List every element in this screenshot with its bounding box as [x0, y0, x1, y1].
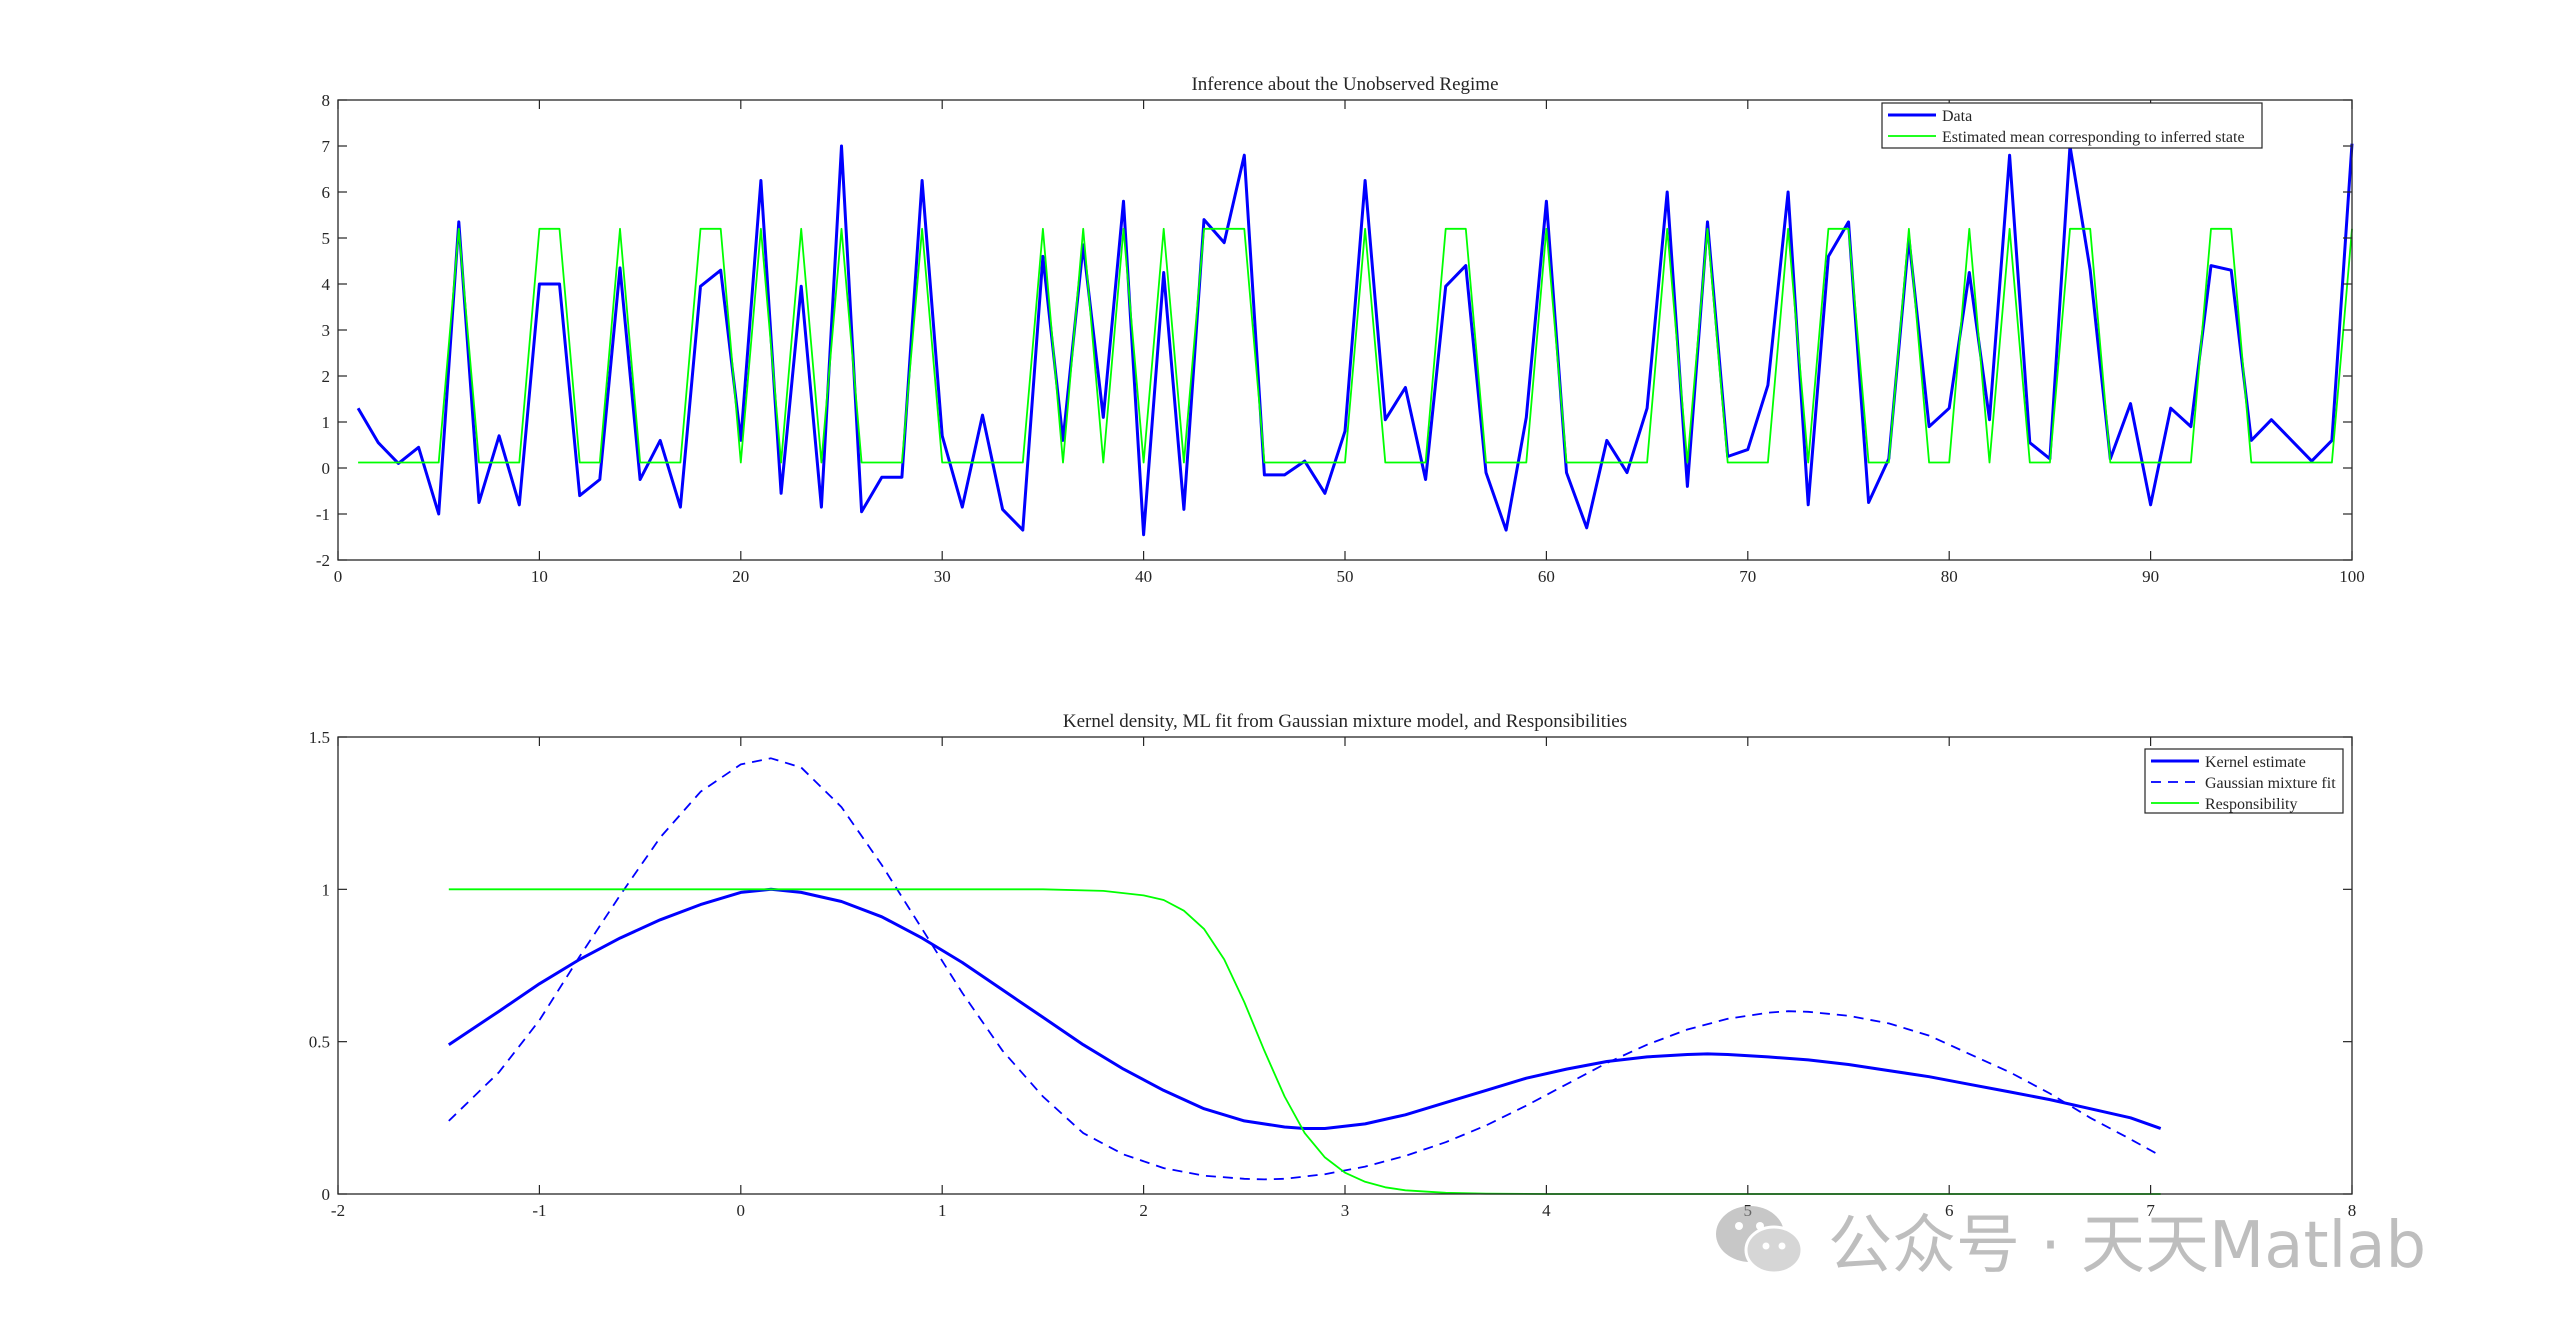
x-tick-label: 8 [2348, 1201, 2357, 1220]
series-line-responsibility [448, 888, 2161, 1195]
x-tick-label: 6 [1945, 1201, 1954, 1220]
x-tick-label: 7 [2146, 1201, 2155, 1220]
series-line-kernel-estimate [447, 887, 2162, 1130]
wechat-icon [1716, 1206, 1804, 1275]
x-tick-label: 60 [1538, 567, 1555, 586]
legend-box-top [1881, 102, 2263, 149]
x-tick-label: 50 [1337, 567, 1354, 586]
y-tick-label: 5 [322, 229, 331, 248]
x-tick-label: 0 [334, 567, 343, 586]
legend-label-kernel: Kernel estimate [2205, 754, 2306, 771]
x-tick-label: 100 [2339, 567, 2365, 586]
axes-frame-top [337, 99, 2353, 561]
x-tick-label: 80 [1941, 567, 1958, 586]
series-line-data [356, 143, 2354, 537]
y-tick-label: 0 [322, 459, 331, 478]
y-tick-label: 0 [322, 1185, 331, 1204]
y-tick-label: 1.5 [309, 728, 330, 747]
y-tick-label: 2 [322, 367, 331, 386]
x-tick-label: 30 [934, 567, 951, 586]
legend-top: Data Estimated mean corresponding to inf… [1881, 102, 2263, 149]
x-tick-label: 20 [732, 567, 749, 586]
x-tick-label: 2 [1139, 1201, 1148, 1220]
x-tick-label: 40 [1135, 567, 1152, 586]
chart-title-density: Kernel density, ML fit from Gaussian mix… [1063, 711, 1627, 732]
y-tick-label: 3 [322, 321, 331, 340]
x-tick-label: 90 [2142, 567, 2159, 586]
legend-bottom: Kernel estimate Gaussian mixture fit Res… [2144, 748, 2344, 814]
series-line-gaussian-mixture-fit [448, 757, 2162, 1181]
plot-regime-inference: Inference about the Unobserved Regime 0 1… [316, 74, 2365, 586]
legend-label-estimated-mean: Estimated mean corresponding to inferred… [1942, 129, 2245, 146]
watermark-text: 公众号 · 天天Matlab [1828, 1209, 2427, 1283]
y-tick-label: 4 [322, 275, 331, 294]
y-tick-label: -1 [316, 505, 330, 524]
y-tick-label: 1 [322, 880, 331, 899]
y-tick-label: 0.5 [309, 1033, 330, 1052]
y-tick-label: 6 [322, 183, 331, 202]
x-tick-label: 4 [1542, 1201, 1551, 1220]
watermark: 公众号 · 天天Matlab [1710, 1195, 2426, 1285]
y-tick-label: 8 [322, 91, 331, 110]
legend-label-data: Data [1942, 108, 1972, 125]
x-tick-label: 1 [938, 1201, 947, 1220]
legend-label-responsibility: Responsibility [2205, 796, 2297, 813]
series-line-estimated-mean-corresponding-to-inferred-state [358, 227, 2353, 464]
x-tick-label: 10 [531, 567, 548, 586]
chart-title-regime: Inference about the Unobserved Regime [1191, 74, 1498, 95]
x-tick-label: 3 [1341, 1201, 1350, 1220]
y-tick-label: 7 [322, 137, 331, 156]
y-tick-label: 1 [322, 413, 331, 432]
x-tick-label: -2 [331, 1201, 345, 1220]
x-tick-label: 0 [737, 1201, 746, 1220]
x-tick-label: -1 [532, 1201, 546, 1220]
legend-label-gmm: Gaussian mixture fit [2205, 775, 2336, 792]
x-tick-label: 70 [1739, 567, 1756, 586]
plot-kernel-density: Kernel density, ML fit from Gaussian mix… [309, 711, 2357, 1220]
y-tick-label: -2 [316, 551, 330, 570]
